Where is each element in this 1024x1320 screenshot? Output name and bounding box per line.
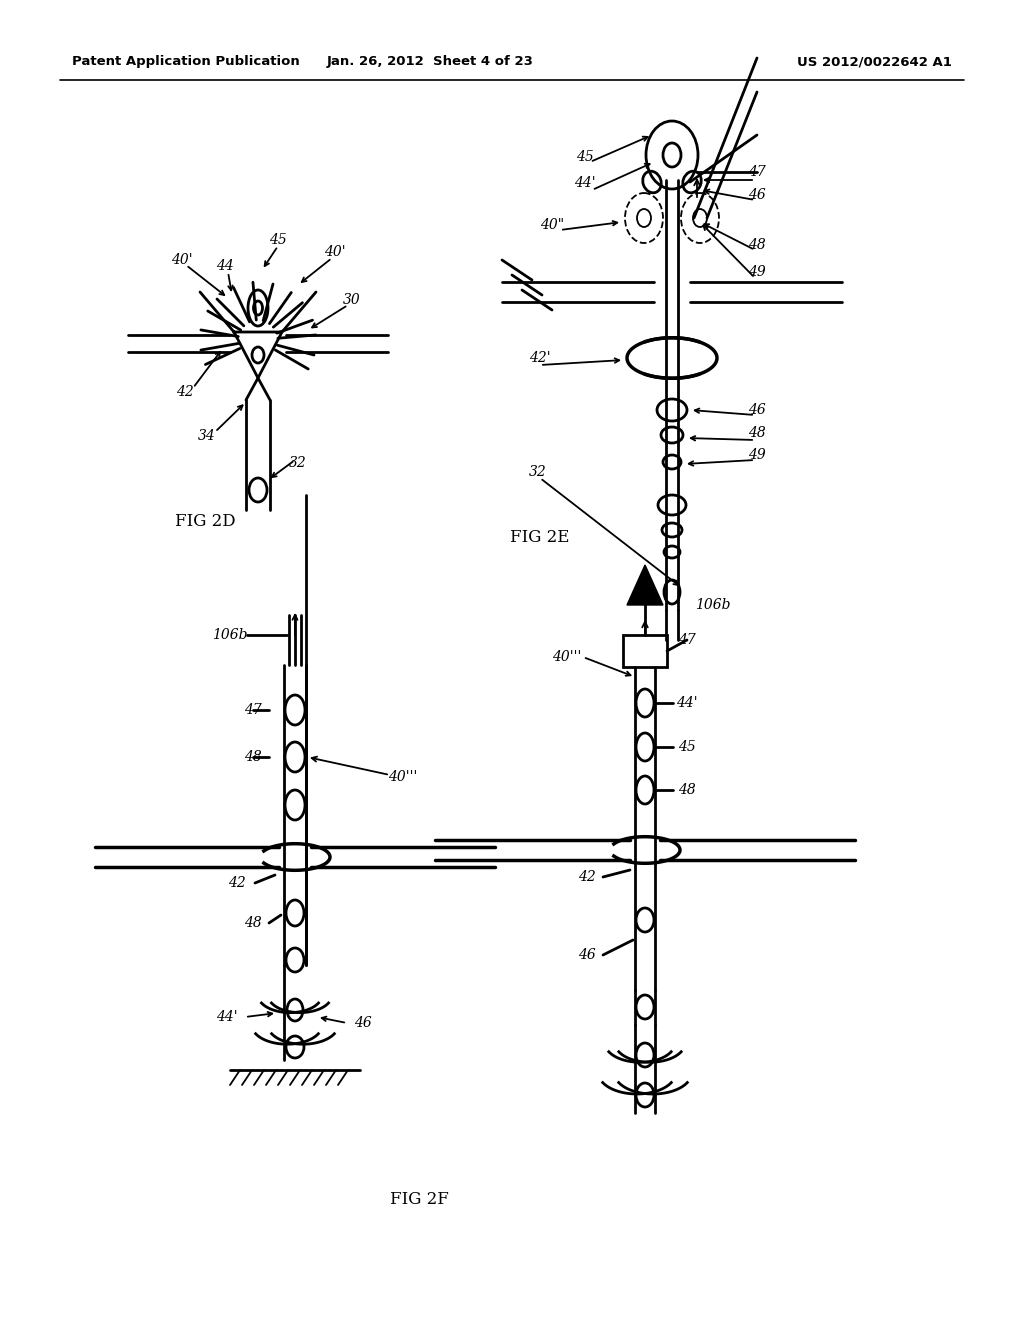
Text: 48: 48 [244, 916, 262, 931]
Text: 49: 49 [749, 265, 766, 279]
Text: 42': 42' [529, 351, 551, 366]
Text: 32: 32 [529, 465, 547, 479]
Text: Patent Application Publication: Patent Application Publication [72, 55, 300, 69]
Text: 47: 47 [749, 165, 766, 180]
Text: FIG 2E: FIG 2E [510, 529, 569, 546]
Text: 46: 46 [354, 1016, 372, 1030]
Text: 44': 44' [574, 176, 596, 190]
Bar [623, 635, 667, 667]
Text: 106b: 106b [212, 628, 248, 642]
Text: 40": 40" [540, 218, 564, 232]
Text: 40''': 40''' [388, 770, 418, 784]
Text: FIG 2F: FIG 2F [390, 1192, 449, 1209]
Text: 48: 48 [244, 750, 262, 764]
Text: 40': 40' [325, 246, 346, 259]
Text: 42: 42 [228, 876, 246, 890]
Text: 47: 47 [678, 634, 696, 647]
Text: 45: 45 [269, 234, 287, 247]
Text: 30: 30 [343, 293, 360, 308]
Text: 49: 49 [749, 447, 766, 462]
Text: 42: 42 [579, 870, 596, 884]
Text: 46: 46 [579, 948, 596, 962]
Text: Jan. 26, 2012  Sheet 4 of 23: Jan. 26, 2012 Sheet 4 of 23 [327, 55, 534, 69]
Text: 46: 46 [749, 187, 766, 202]
Text: 47: 47 [244, 704, 262, 717]
Text: 44: 44 [216, 259, 233, 273]
Polygon shape [627, 565, 663, 605]
Text: 34: 34 [198, 429, 216, 444]
Text: 45: 45 [678, 741, 696, 754]
Text: 32: 32 [289, 455, 307, 470]
Text: 46: 46 [749, 403, 766, 417]
Text: 48: 48 [749, 238, 766, 252]
Text: FIG 2D: FIG 2D [175, 513, 236, 531]
Text: US 2012/0022642 A1: US 2012/0022642 A1 [797, 55, 952, 69]
Text: 40': 40' [171, 253, 193, 267]
Text: 45: 45 [577, 150, 594, 164]
Text: 48: 48 [749, 426, 766, 440]
Text: 40''': 40''' [552, 649, 582, 664]
Text: 44': 44' [676, 696, 697, 710]
Text: 44': 44' [216, 1010, 238, 1024]
Text: 106b: 106b [695, 598, 731, 612]
Text: 42: 42 [176, 385, 194, 399]
Text: 48: 48 [678, 783, 696, 797]
